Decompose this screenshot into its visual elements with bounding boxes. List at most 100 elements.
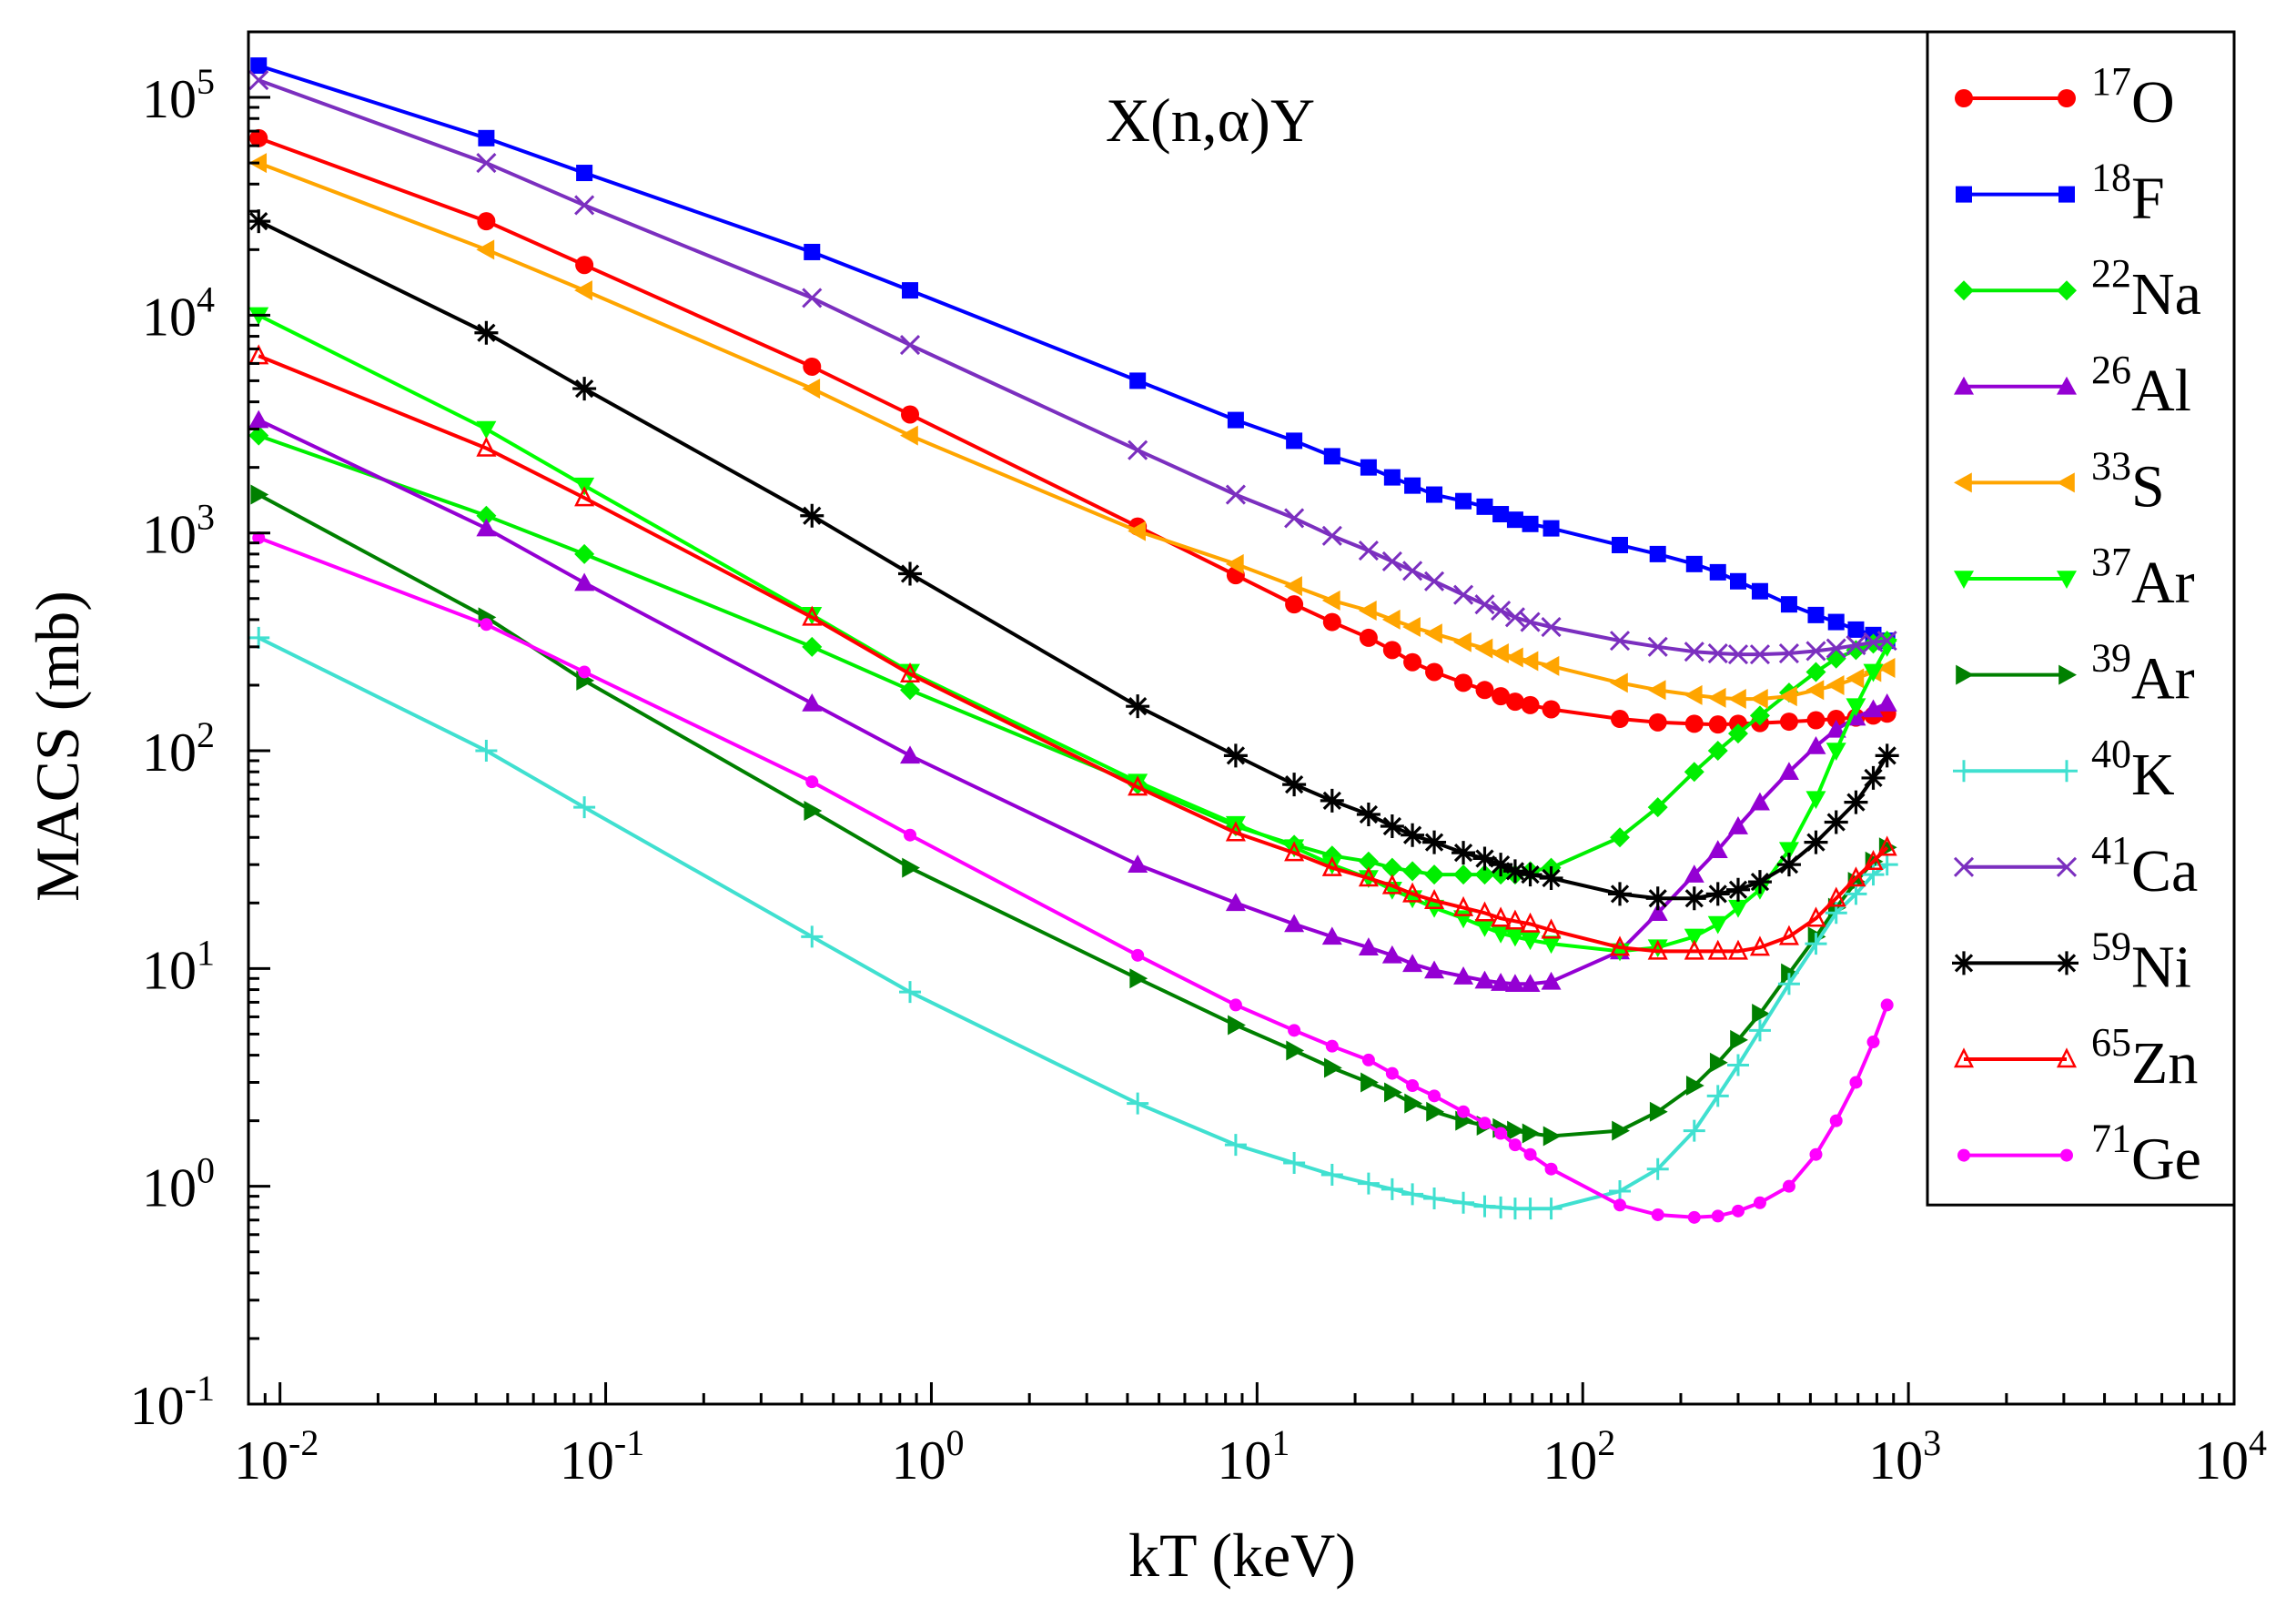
data-point-18F [1685, 555, 1703, 572]
series-71Ge [252, 531, 1894, 1224]
data-point-59Ni [1282, 773, 1307, 797]
data-point-59Ni [1776, 853, 1801, 877]
legend-marker [2056, 856, 2078, 877]
data-point-59Ni [1875, 743, 1899, 768]
data-point-40K [1320, 1163, 1343, 1186]
legend-marker [2057, 280, 2077, 301]
data-point-17O [1322, 612, 1341, 632]
data-point-71Ge [1544, 1162, 1558, 1176]
legend-label: 59Ni [2091, 924, 2191, 1000]
data-point-39Ar [1426, 1101, 1445, 1122]
legend-item-37Ar: 37Ar [1954, 540, 2195, 616]
data-point-33S [1225, 553, 1244, 574]
series-line-65Zn [258, 354, 1889, 954]
data-point-17O [1382, 641, 1401, 660]
data-point-41Ca [1423, 571, 1445, 591]
data-point-59Ni [1502, 859, 1527, 884]
data-point-33S [1707, 687, 1726, 708]
data-point-22Na [248, 425, 269, 446]
data-point-65Zn [1504, 909, 1525, 930]
data-point-71Ge [1849, 1076, 1863, 1089]
data-point-26Al [1474, 970, 1495, 989]
data-point-37Ar [1474, 918, 1495, 937]
x-tick-label: 101 [1217, 1422, 1290, 1491]
data-point-17O [1521, 695, 1540, 714]
legend-marker [2057, 571, 2077, 589]
legend-marker [1954, 571, 1974, 589]
data-point-18F [1847, 621, 1865, 638]
data-point-33S [1805, 680, 1825, 701]
data-point-22Na [1805, 662, 1826, 682]
data-point-33S [1491, 643, 1509, 664]
data-point-40K [1401, 1183, 1424, 1206]
data-point-40K [1519, 1198, 1542, 1220]
legend-marker [2057, 472, 2075, 493]
data-point-59Ni [1539, 866, 1563, 891]
data-point-65Zn [1453, 895, 1474, 916]
legend-marker [1953, 856, 1975, 877]
data-point-18F [1729, 572, 1746, 590]
data-point-59Ni [1705, 882, 1730, 906]
data-point-65Zn [1358, 866, 1379, 887]
data-point-65Zn [1805, 906, 1826, 927]
legend-marker [1954, 280, 1974, 301]
data-point-33S [1474, 638, 1493, 659]
x-tick-label: 102 [1542, 1422, 1615, 1491]
data-point-33S [1453, 632, 1472, 652]
data-point-65Zn [574, 486, 595, 507]
data-point-71Ge [1131, 948, 1145, 962]
data-point-37Ar [1128, 773, 1148, 793]
legend-item-41Ca: 41Ca [1953, 828, 2198, 905]
data-point-33S [900, 425, 918, 446]
data-point-17O [1542, 700, 1561, 719]
data-point-65Zn [1381, 874, 1402, 894]
data-point-41Ca [1381, 551, 1402, 572]
data-point-65Zn [1225, 821, 1246, 842]
data-point-33S [1846, 668, 1865, 689]
data-point-18F [1455, 492, 1472, 510]
legend-marker [1953, 760, 1975, 783]
legend-item-17O: 17O [1955, 59, 2175, 136]
data-point-71Ge [1229, 998, 1242, 1012]
data-point-17O [1359, 628, 1378, 647]
data-point-17O [1826, 710, 1846, 729]
legend-marker [2055, 951, 2079, 975]
data-point-71Ge [1731, 1204, 1745, 1218]
data-point-41Ca [1647, 636, 1668, 657]
data-point-37Ar [1504, 928, 1525, 947]
data-point-39Ar [1286, 1040, 1305, 1061]
data-point-39Ar [1228, 1015, 1246, 1036]
data-point-37Ar [1863, 663, 1884, 682]
series-line-40K [258, 636, 1888, 1211]
data-point-41Ca [1826, 638, 1846, 659]
data-point-37Ar [1876, 639, 1897, 657]
data-point-59Ni [1608, 882, 1633, 906]
series-65Zn [248, 344, 1897, 960]
data-point-41Ca [1805, 641, 1826, 662]
data-point-33S [476, 239, 495, 260]
data-point-26Al [1225, 893, 1246, 912]
data-point-37Ar [476, 420, 497, 440]
data-point-41Ca [802, 288, 823, 308]
data-point-71Ge [1361, 1053, 1375, 1066]
data-point-26Al [1805, 735, 1826, 754]
data-point-41Ca [1128, 440, 1148, 460]
series-26Al [248, 409, 1897, 993]
data-point-71Ge [1428, 1089, 1441, 1103]
data-point-26Al [1727, 816, 1748, 834]
data-point-39Ar [1542, 1126, 1562, 1147]
data-point-71Ge [1711, 1209, 1725, 1223]
data-point-71Ge [805, 775, 819, 789]
data-point-41Ca [1520, 611, 1541, 632]
legend-marker [2058, 664, 2077, 685]
y-tick-label: 101 [142, 932, 215, 1000]
x-tick-label: 104 [2194, 1422, 2267, 1491]
data-point-18F [1522, 515, 1539, 532]
data-point-59Ni [1747, 870, 1772, 894]
data-point-37Ar [1846, 698, 1866, 717]
data-point-26Al [476, 518, 497, 537]
data-point-39Ar [1360, 1072, 1379, 1093]
x-axis-label: kT (keV) [1128, 1521, 1356, 1590]
